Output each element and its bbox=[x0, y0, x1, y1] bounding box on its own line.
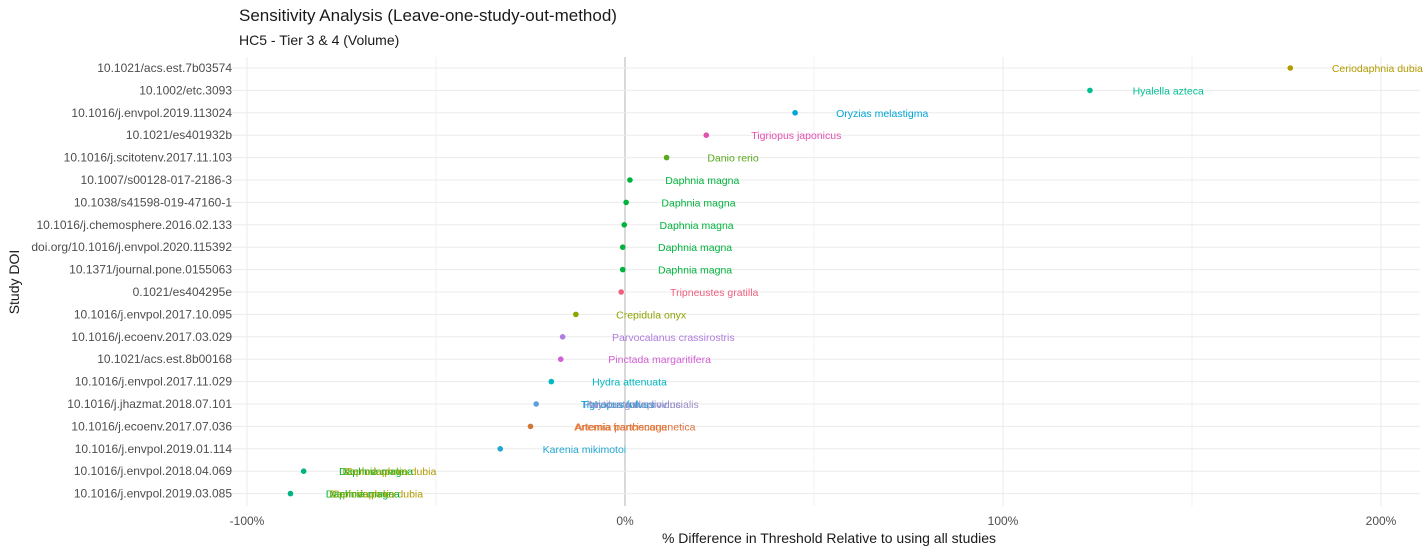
data-point bbox=[573, 311, 579, 318]
y-tick-label: 10.1371/journal.pone.0155063 bbox=[69, 263, 232, 277]
species-label: Danio rerio bbox=[707, 153, 759, 165]
y-tick-label: 10.1016/j.scitotenv.2017.11.103 bbox=[64, 151, 233, 165]
data-point bbox=[623, 199, 629, 206]
data-point bbox=[557, 356, 564, 363]
species-label: Oryzias melastigma bbox=[836, 108, 928, 120]
species-label: Daphnia magna bbox=[660, 220, 734, 232]
species-label: Mytilus galloprovincialis bbox=[589, 399, 699, 411]
y-tick-label: 10.1002/etc.3093 bbox=[139, 83, 232, 97]
x-tick-labels: -100% 0% 100% 200% bbox=[230, 514, 1397, 528]
species-label: Daphnia magna bbox=[661, 197, 735, 209]
x-tick-label: 100% bbox=[988, 514, 1019, 528]
x-tick-label: 0% bbox=[616, 514, 634, 528]
data-point bbox=[621, 222, 628, 228]
y-tick-label: 10.1016/j.envpol.2019.01.114 bbox=[75, 442, 233, 456]
y-tick-label: 10.1016/j.envpol.2017.11.029 bbox=[75, 375, 233, 389]
species-label: Tigriopus fulvus bbox=[581, 399, 654, 411]
species-label: Paracentrotus lividus bbox=[583, 399, 680, 411]
data-point bbox=[287, 490, 294, 497]
species-label: Daphnia magna bbox=[658, 265, 732, 277]
species-label: Daphnia magna bbox=[326, 489, 400, 501]
data-point bbox=[627, 177, 633, 183]
species-label: Crepidula onyx bbox=[616, 309, 687, 321]
species-label: Tripneustes gratilla bbox=[670, 287, 758, 299]
species-label: Ceriodaphnia dubia bbox=[1332, 63, 1423, 75]
species-label: Artemia franciscana bbox=[574, 421, 667, 433]
species-label: Hyalella azteca bbox=[1133, 85, 1204, 97]
species-label: Tigriopus japonicus bbox=[751, 130, 841, 142]
data-point bbox=[527, 423, 534, 430]
data-point bbox=[618, 289, 625, 295]
grid-layer bbox=[228, 57, 1420, 506]
y-tick-label: 10.1016/j.ecoenv.2017.07.036 bbox=[71, 419, 232, 433]
data-point bbox=[548, 378, 555, 385]
species-label: Daphnia pulex bbox=[342, 466, 410, 478]
y-axis-title: Study DOI bbox=[6, 250, 22, 315]
species-label: Daphnia magna bbox=[665, 175, 739, 187]
y-tick-label: 10.1016/j.envpol.2019.113024 bbox=[71, 106, 232, 120]
species-label: Pinctada margaritifera bbox=[608, 354, 711, 366]
data-point bbox=[497, 446, 504, 452]
species-label: Ceriodaphnia dubia bbox=[332, 489, 423, 501]
species-label: Daphnia pulex bbox=[329, 489, 397, 501]
y-tick-label: 10.1021/acs.est.7b03574 bbox=[97, 61, 232, 75]
data-point bbox=[619, 266, 626, 273]
y-tick-labels: 10.1021/acs.est.7b03574 10.1002/etc.3093 1… bbox=[31, 61, 232, 501]
y-tick-label: 0.1021/es404295e bbox=[133, 285, 233, 299]
y-tick-label: doi.org/10.1016/j.envpol.2020.115392 bbox=[31, 240, 232, 254]
chart-subtitle: HC5 - Tier 3 & 4 (Volume) bbox=[239, 32, 400, 48]
point-labels: Ceriodaphnia dubia Hyalella azteca Oryzias… bbox=[326, 63, 1423, 501]
y-tick-label: 10.1021/acs.est.8b00168 bbox=[97, 352, 232, 366]
y-tick-label: 10.1007/s00128-017-2186-3 bbox=[81, 173, 233, 187]
data-point bbox=[1087, 87, 1093, 94]
species-label: Artemia parthenogenetica bbox=[575, 421, 695, 433]
y-tick-label: 10.1038/s41598-019-47160-1 bbox=[74, 195, 232, 209]
y-tick-label: 10.1016/j.envpol.2017.10.095 bbox=[74, 307, 232, 321]
data-point bbox=[559, 334, 566, 340]
x-tick-label: -100% bbox=[230, 514, 265, 528]
y-tick-label: 10.1021/es401932b bbox=[126, 128, 232, 142]
species-label: Parvocalanus crassirostris bbox=[612, 332, 735, 344]
y-tick-label: 10.1016/j.jhazmat.2018.07.101 bbox=[67, 397, 232, 411]
y-tick-label: 10.1016/j.envpol.2018.04.069 bbox=[74, 464, 232, 478]
chart-title: Sensitivity Analysis (Leave-one-study-ou… bbox=[239, 6, 617, 25]
data-point bbox=[703, 132, 710, 138]
data-point bbox=[619, 244, 626, 250]
data-point bbox=[1287, 65, 1294, 71]
data-point bbox=[792, 110, 798, 116]
data-point bbox=[533, 401, 539, 407]
data-point bbox=[663, 154, 670, 161]
species-label: Karenia mikimotoi bbox=[543, 444, 626, 456]
y-tick-label: 10.1016/j.ecoenv.2017.03.029 bbox=[71, 330, 232, 344]
species-label: Hydra attenuata bbox=[592, 377, 667, 389]
species-label: Daphnia magna bbox=[339, 466, 413, 478]
species-label: Daphnia magna bbox=[658, 242, 732, 254]
data-point bbox=[300, 468, 307, 475]
species-label: Ceriodaphnia dubia bbox=[345, 466, 436, 478]
y-tick-label: 10.1016/j.chemosphere.2016.02.133 bbox=[37, 218, 233, 232]
data-points bbox=[287, 65, 1294, 497]
x-axis-title: % Difference in Threshold Relative to us… bbox=[662, 530, 996, 546]
y-tick-label: 10.1016/j.envpol.2019.03.085 bbox=[74, 487, 232, 501]
x-tick-label: 200% bbox=[1366, 514, 1397, 528]
